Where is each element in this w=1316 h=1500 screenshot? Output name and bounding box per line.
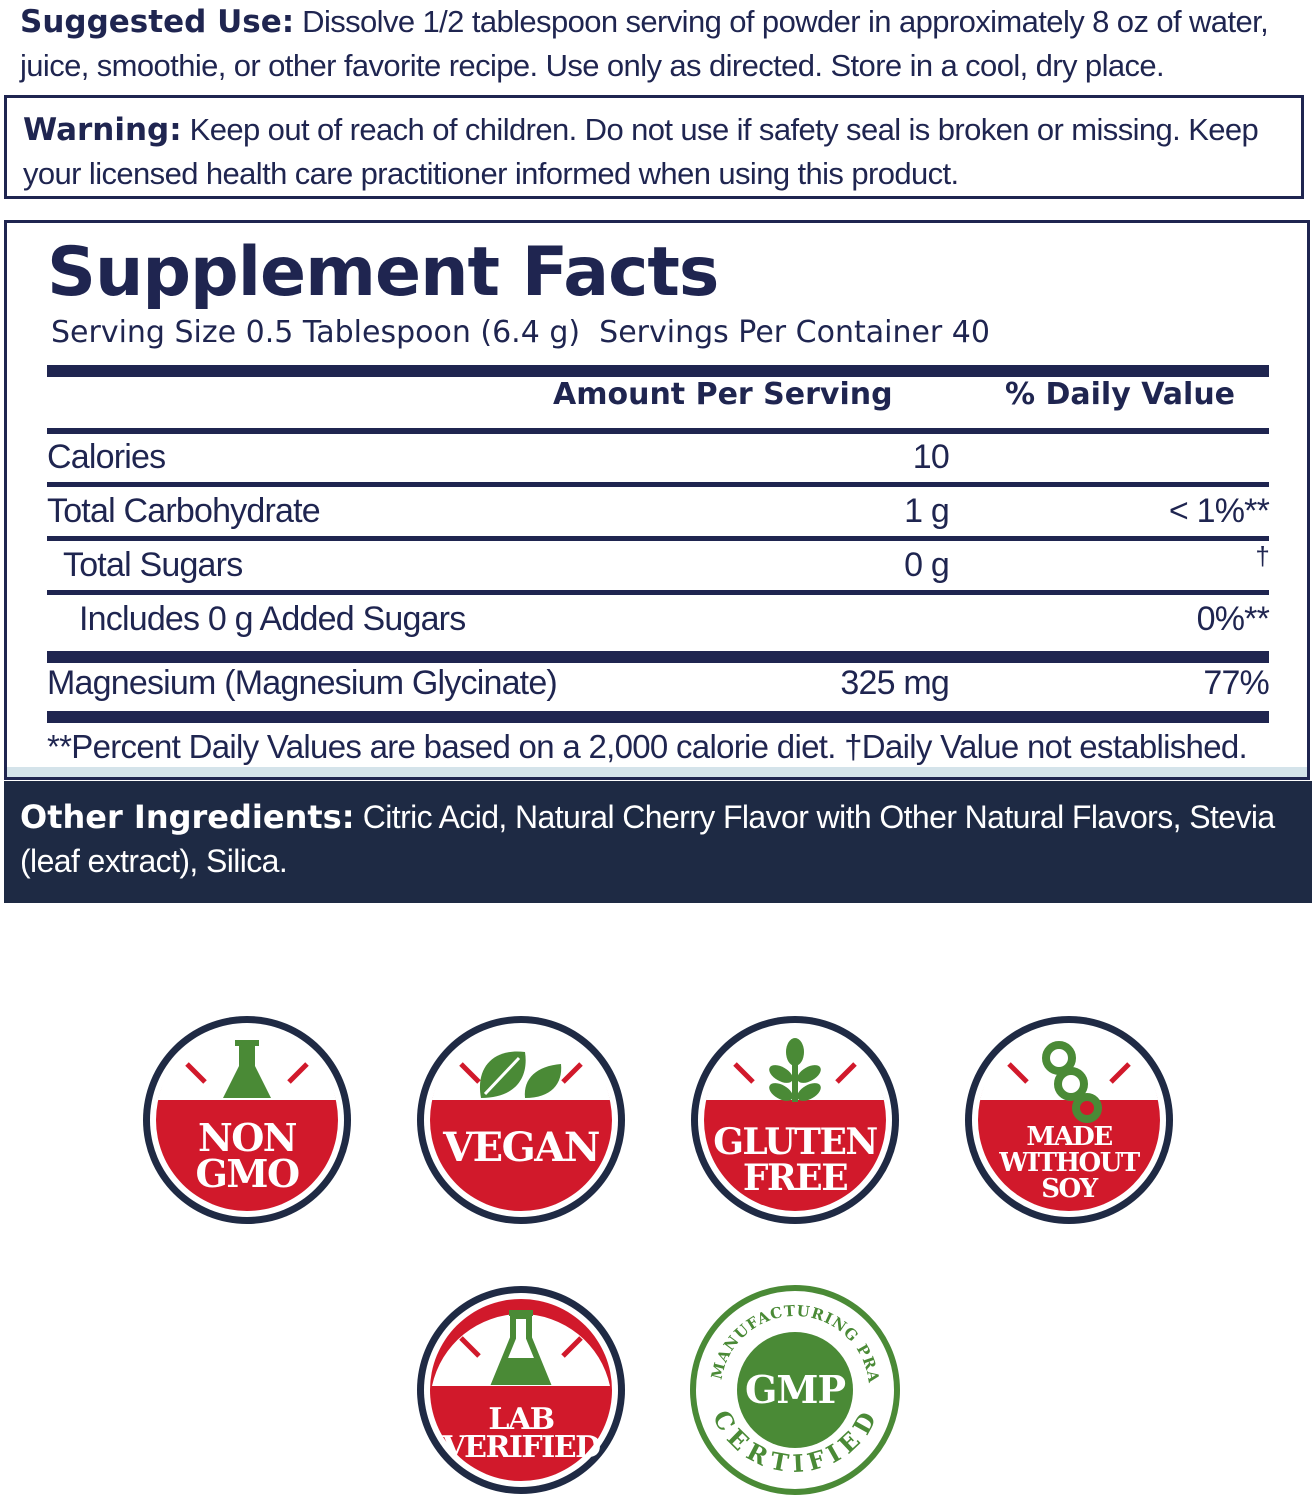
supplement-facts-panel: Supplement Facts Serving Size 0.5 Tables… (4, 220, 1310, 780)
row-daily-value: < 1%** (1168, 492, 1270, 530)
badge-line: GMO (195, 1151, 300, 1196)
leaves-icon (479, 1051, 562, 1098)
gmp-center-text: GMP (744, 1367, 846, 1412)
row-amount: 325 mg (840, 664, 949, 702)
row-amount: 10 (912, 438, 950, 476)
panel-bottom-band (7, 767, 1307, 777)
row-amount: 0 g (904, 546, 950, 584)
divider (47, 590, 1269, 595)
row-amount: 1 g (904, 492, 950, 530)
flask-icon (490, 1310, 552, 1385)
thick-divider (47, 365, 1269, 377)
row-label: Magnesium (Magnesium Glycinate) (47, 664, 558, 702)
amount-header: Amount Per Serving (553, 377, 893, 412)
soybean-icon (1042, 1041, 1102, 1123)
divider (47, 428, 1269, 434)
lab-verified-badge: LAB VERIFIED (413, 1282, 629, 1498)
badge-line: GLUTEN (713, 1121, 878, 1163)
badge-line: NON (197, 1115, 298, 1160)
divider (47, 482, 1269, 487)
badge-line: LAB (488, 1402, 555, 1437)
facts-footnote: **Percent Daily Values are based on a 2,… (47, 728, 1248, 765)
other-ingredients: Other Ingredients: Citric Acid, Natural … (4, 781, 1312, 903)
badge-line: MADE (1026, 1122, 1113, 1152)
facts-title: Supplement Facts (47, 233, 719, 312)
suggested-use: Suggested Use: Dissolve 1/2 tablespoon s… (20, 0, 1300, 87)
row-daily-value: † (1255, 541, 1269, 571)
daily-value-header: % Daily Value (1005, 377, 1236, 412)
warning-text: Keep out of reach of children. Do not us… (23, 112, 1259, 191)
badge-line: VERIFIED (442, 1430, 601, 1465)
row-label: Includes 0 g Added Sugars (79, 600, 466, 638)
warning-label: Warning: (23, 112, 182, 148)
soy-free-badge: MADE WITHOUT SOY (961, 1012, 1177, 1228)
other-ingredients-text: Citric Acid, Natural Cherry Flavor with … (20, 799, 1275, 879)
warning-box: Warning: Keep out of reach of children. … (4, 95, 1304, 199)
suggested-use-label: Suggested Use: (20, 4, 295, 40)
non-gmo-badge: NON GMO (139, 1012, 355, 1228)
thick-divider (47, 711, 1269, 723)
badge-line: SOY (1041, 1174, 1098, 1204)
row-label: Calories (47, 438, 166, 476)
badge-line: VEGAN (443, 1124, 600, 1171)
gluten-free-badge: GLUTEN FREE (687, 1012, 903, 1228)
serving-info: Serving Size 0.5 Tablespoon (6.4 g) Serv… (51, 315, 990, 350)
row-label: Total Sugars (63, 546, 243, 584)
thick-divider (47, 651, 1269, 663)
wheat-icon (769, 1038, 821, 1102)
suggested-use-text: Dissolve 1/2 tablespoon serving of powde… (20, 4, 1269, 83)
gmp-certified-badge: GOOD MANUFACTURING PRACTICE CERTIFIED GM… (687, 1282, 903, 1498)
flask-icon (223, 1040, 271, 1098)
divider (47, 536, 1269, 541)
other-ingredients-label: Other Ingredients: (20, 798, 355, 836)
row-daily-value: 0%** (1196, 600, 1270, 638)
vegan-badge: VEGAN (413, 1012, 629, 1228)
row-label: Total Carbohydrate (47, 492, 321, 530)
badge-line: FREE (742, 1157, 849, 1199)
row-daily-value: 77% (1203, 664, 1269, 702)
badge-line: WITHOUT (999, 1148, 1140, 1178)
